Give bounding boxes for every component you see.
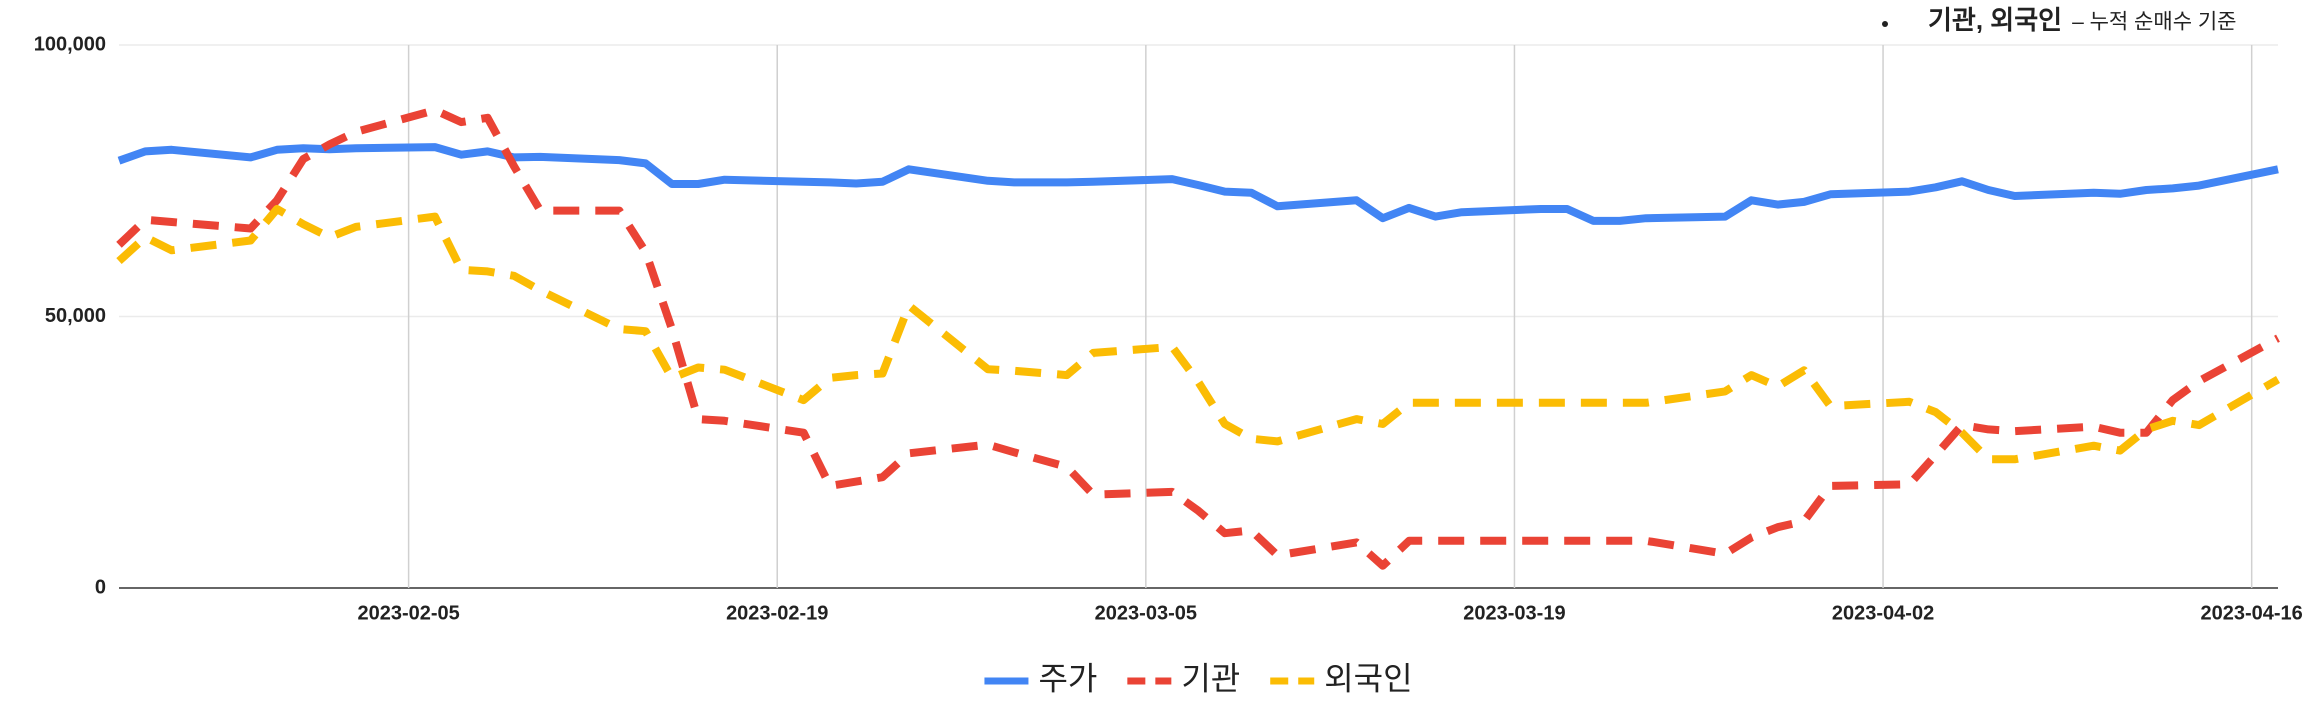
- legend-label: 기관: [1181, 660, 1240, 696]
- legend-label: 주가: [1038, 660, 1097, 696]
- y-tick-label: 50,000: [45, 305, 106, 327]
- annotation-bold: 기관, 외국인: [1928, 5, 2062, 35]
- x-tick-label: 2023-02-19: [726, 602, 828, 624]
- series-line: [116, 106, 2280, 570]
- y-tick-label: 0: [95, 576, 106, 598]
- series-line: [116, 205, 2280, 464]
- x-tick-label: 2023-03-05: [1095, 602, 1197, 624]
- y-tick-label: 100,000: [34, 33, 106, 55]
- annotation-bullet: [1882, 21, 1888, 27]
- annotation-text: – 누적 순매수 기준: [2072, 11, 2236, 34]
- x-tick-label: 2023-04-02: [1832, 602, 1934, 624]
- x-tick-label: 2023-03-19: [1463, 602, 1565, 624]
- x-tick-label: 2023-02-05: [357, 602, 459, 624]
- legend: 주가 기관 외국인: [984, 660, 1413, 696]
- x-tick-label: 2023-04-16: [2201, 602, 2303, 624]
- legend-label: 외국인: [1324, 660, 1412, 696]
- series-line: [117, 143, 2279, 225]
